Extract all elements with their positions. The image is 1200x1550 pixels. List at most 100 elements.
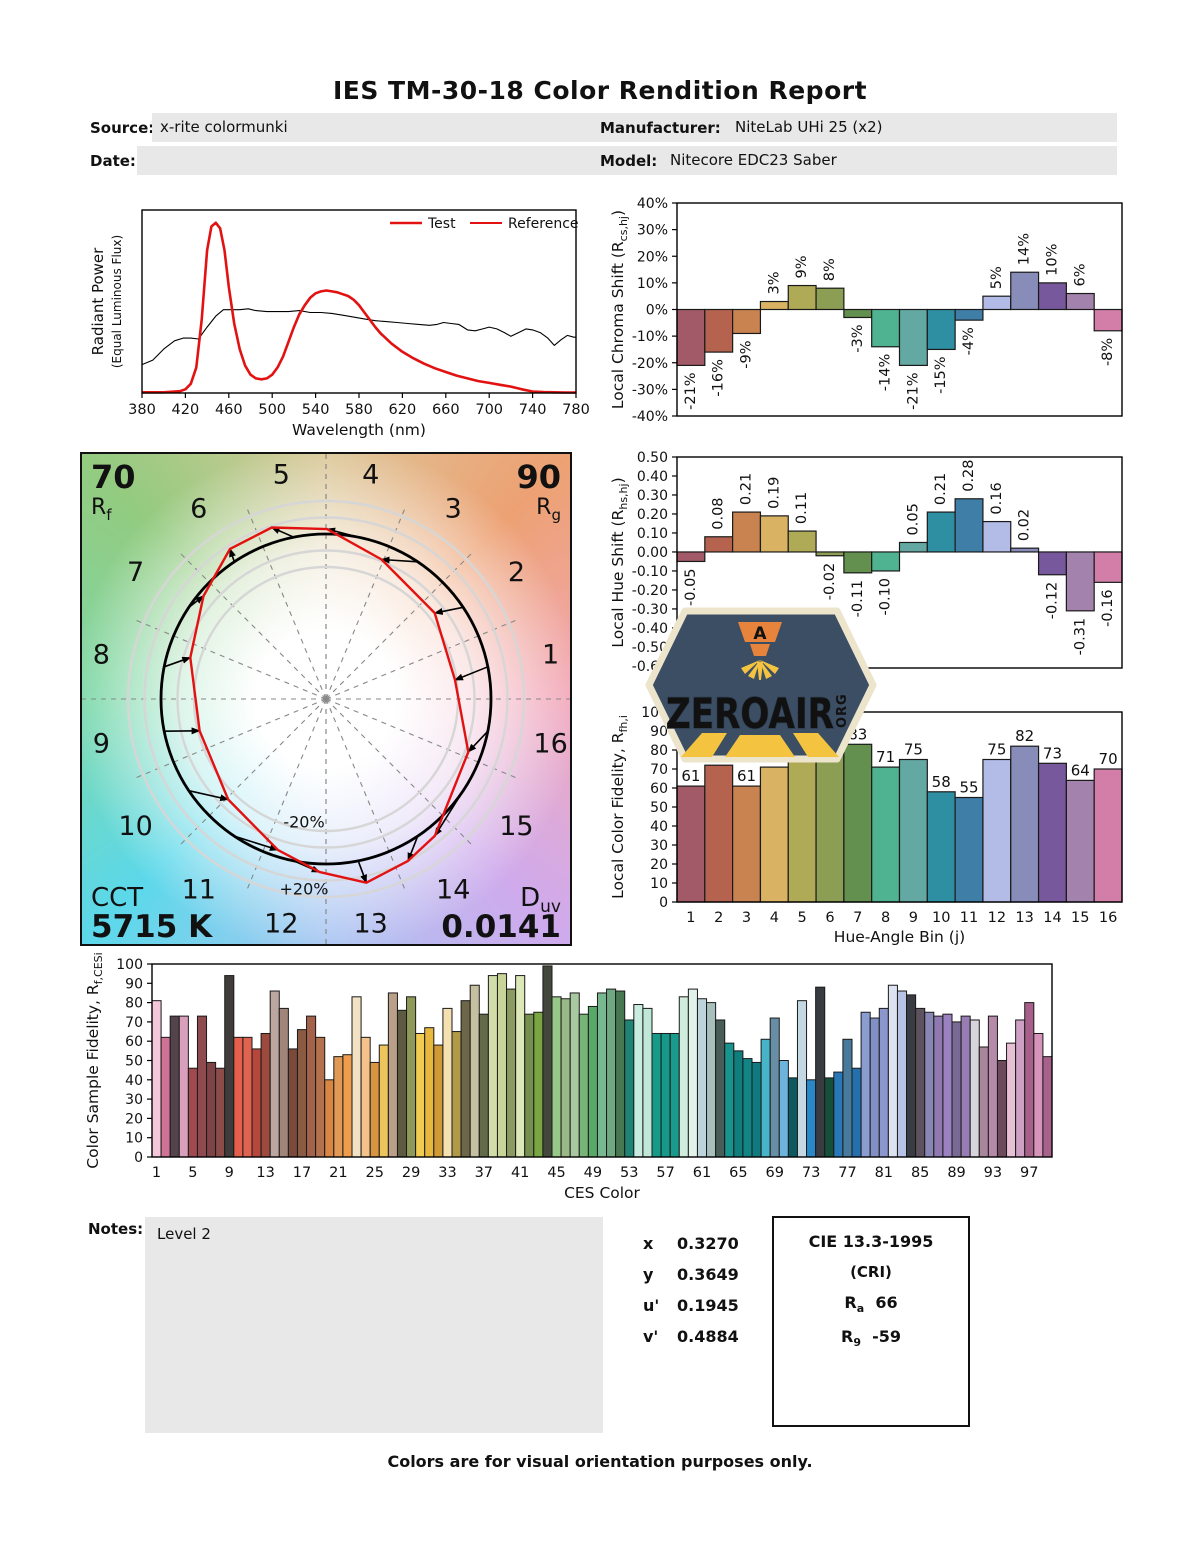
local-chroma-shift-chart: 40% 30% 20% 10% 0% -10% -20% -30% -40% -21% -16% -9… (609, 196, 1123, 425)
svg-text:10: 10 (118, 811, 152, 842)
svg-text:70: 70 (1099, 750, 1118, 768)
light-beams-icon (681, 733, 839, 757)
svg-text:90: 90 (516, 458, 561, 496)
svg-text:90: 90 (125, 976, 143, 992)
svg-text:77: 77 (838, 1165, 856, 1181)
svg-text:20: 20 (650, 857, 668, 873)
svg-text:14: 14 (1043, 910, 1061, 926)
svg-text:-0.50: -0.50 (632, 640, 668, 656)
svg-text:73: 73 (1043, 744, 1062, 762)
color-sample-fidelity-chart: 0 10 20 30 40 50 60 70 80 90 100 1 5 9 13 17 21 25 29 33 37 4… (84, 952, 1053, 1202)
svg-text:9%: 9% (794, 256, 810, 279)
cri-ra-value: 66 (875, 1293, 898, 1312)
svg-text:13: 13 (353, 909, 387, 940)
svg-text:7: 7 (853, 910, 862, 926)
svg-text:-0.05: -0.05 (683, 568, 699, 606)
svg-text:460: 460 (215, 402, 243, 418)
svg-text:70: 70 (650, 762, 668, 778)
svg-text:6%: 6% (1072, 264, 1088, 287)
svg-text:-0.30: -0.30 (632, 602, 668, 618)
svg-text:8: 8 (881, 910, 890, 926)
svg-text:3: 3 (742, 910, 751, 926)
svg-text:Local Hue Shift (Rhs,hj): Local Hue Shift (Rhs,hj) (609, 477, 630, 647)
svg-text:540: 540 (302, 402, 330, 418)
svg-text:0: 0 (659, 895, 668, 911)
svg-text:3: 3 (445, 494, 462, 525)
svg-text:16: 16 (533, 729, 567, 760)
report-title: IES TM-30-18 Color Rendition Report (332, 76, 868, 105)
svg-text:1: 1 (152, 1165, 161, 1181)
logo-org-text: ORG (835, 693, 850, 728)
svg-text:0.16: 0.16 (989, 482, 1005, 514)
svg-text:16: 16 (1099, 910, 1117, 926)
svg-text:5%: 5% (989, 266, 1005, 289)
svg-text:780: 780 (562, 402, 590, 418)
svg-text:30: 30 (125, 1092, 143, 1108)
svg-text:0.02: 0.02 (1017, 509, 1033, 541)
svg-text:0.21: 0.21 (933, 473, 949, 505)
svg-text:420: 420 (172, 402, 200, 418)
svg-text:0.20: 0.20 (637, 507, 668, 523)
svg-text:-40%: -40% (632, 409, 668, 425)
svg-text:85: 85 (911, 1165, 929, 1181)
svg-text:10: 10 (932, 910, 950, 926)
svg-text:25: 25 (366, 1165, 384, 1181)
svg-text:-0.12: -0.12 (1044, 582, 1060, 620)
svg-text:14: 14 (436, 874, 470, 905)
svg-text:-21%: -21% (683, 372, 699, 409)
chromaticity-v-label: v' (643, 1327, 659, 1346)
zeroair-logo-badge: A ZEROAIR ORG (645, 607, 877, 763)
chromaticity-v-value: 0.4884 (677, 1327, 739, 1346)
svg-text:-10%: -10% (632, 329, 668, 345)
svg-text:71: 71 (876, 748, 895, 766)
svg-text:-4%: -4% (961, 327, 977, 355)
svg-text:97: 97 (1020, 1165, 1038, 1181)
svg-text:49: 49 (584, 1165, 602, 1181)
svg-text:Test: Test (427, 216, 456, 232)
svg-text:75: 75 (987, 741, 1006, 759)
svg-text:40: 40 (125, 1073, 143, 1089)
light-rays-icon (741, 660, 779, 680)
svg-text:37: 37 (475, 1165, 493, 1181)
svg-text:380: 380 (128, 402, 156, 418)
svg-text:-30%: -30% (632, 382, 668, 398)
cri-title: CIE 13.3-1995 (808, 1232, 934, 1251)
svg-text:CCT: CCT (91, 883, 143, 913)
svg-text:-8%: -8% (1100, 338, 1116, 366)
svg-text:10%: 10% (637, 276, 668, 292)
svg-text:61: 61 (681, 767, 700, 785)
svg-text:57: 57 (656, 1165, 674, 1181)
svg-text:-14%: -14% (878, 354, 894, 391)
date-value (137, 146, 740, 175)
svg-text:0: 0 (134, 1150, 143, 1166)
svg-text:80: 80 (125, 996, 143, 1012)
svg-text:0.08: 0.08 (711, 497, 727, 529)
svg-text:12: 12 (264, 909, 298, 940)
svg-text:0%: 0% (646, 303, 668, 319)
svg-text:-16%: -16% (711, 359, 727, 396)
svg-text:-15%: -15% (933, 356, 949, 393)
svg-text:A: A (753, 624, 767, 644)
svg-text:740: 740 (519, 402, 547, 418)
svg-text:13: 13 (256, 1165, 274, 1181)
svg-text:61: 61 (693, 1165, 711, 1181)
svg-text:CES Color: CES Color (564, 1184, 640, 1202)
svg-text:0.30: 0.30 (637, 488, 668, 504)
svg-text:9: 9 (225, 1165, 234, 1181)
local-hue-shift-chart: 0.500.400.300.200.100.00-0.10-0.20-0.30-… (609, 450, 1123, 675)
svg-text:64: 64 (1071, 761, 1090, 779)
svg-text:Radiant Power: Radiant Power (89, 247, 107, 356)
svg-text:70: 70 (91, 458, 136, 496)
svg-text:-9%: -9% (739, 340, 755, 368)
svg-text:11: 11 (960, 910, 978, 926)
svg-text:81: 81 (875, 1165, 893, 1181)
svg-text:10%: 10% (1044, 244, 1060, 276)
svg-text:Rg: Rg (536, 495, 561, 524)
svg-text:50: 50 (650, 800, 668, 816)
svg-text:60: 60 (650, 781, 668, 797)
svg-text:-0.11: -0.11 (850, 580, 866, 618)
chromaticity-y-label: y (643, 1265, 654, 1284)
svg-text:3%: 3% (766, 271, 782, 294)
svg-text:0.28: 0.28 (961, 459, 977, 491)
